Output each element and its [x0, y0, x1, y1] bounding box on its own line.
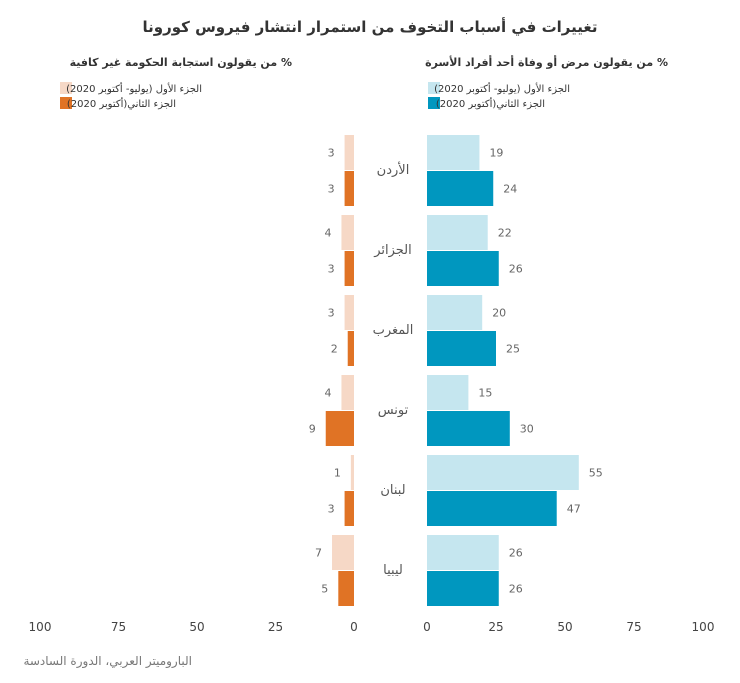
right-bar	[427, 455, 579, 490]
left-bar-value-label: 4	[324, 387, 331, 400]
right-panel-subtitle: % من يقولون مرض أو وفاة أحد أفراد الأسرة	[425, 55, 668, 69]
right-bar	[427, 251, 499, 286]
category-label: تونس	[378, 403, 409, 418]
left-bar	[338, 571, 354, 606]
left-bar-value-label: 3	[328, 183, 335, 196]
right-bar	[427, 571, 499, 606]
left-bar	[344, 251, 354, 286]
left-legend-swatch-part1	[60, 82, 72, 94]
left-bar-value-label: 1	[334, 467, 341, 480]
left-bar	[347, 331, 354, 366]
right-legend-label-part1: الجزء الأول (يوليو- أكتوبر 2020)	[434, 82, 570, 95]
left-panel-subtitle: % من يقولون استجابة الحكومة غير كافية	[70, 56, 292, 69]
chart-title: تغييرات في أسباب التخوف من استمرار انتشا…	[143, 17, 598, 36]
right-bar-value-label: 47	[567, 503, 581, 516]
left-bar-value-label: 3	[328, 307, 335, 320]
left-bar-value-label: 4	[324, 227, 331, 240]
left-bar	[341, 215, 354, 250]
right-bar	[427, 491, 557, 526]
left-bar	[332, 535, 354, 570]
right-bar-value-label: 26	[509, 263, 523, 276]
right-bar	[427, 375, 469, 410]
left-legend: الجزء الأول (يوليو- أكتوبر 2020) الجزء ا…	[60, 82, 202, 110]
left-bar	[344, 171, 354, 206]
right-bar-value-label: 26	[509, 547, 523, 560]
right-legend-swatch-part2	[428, 97, 440, 109]
left-bar-value-label: 2	[331, 343, 338, 356]
left-bar-value-label: 3	[328, 147, 335, 160]
right-bar-value-label: 15	[478, 387, 492, 400]
right-legend-swatch-part1	[428, 82, 440, 94]
right-bar-value-label: 20	[492, 307, 506, 320]
left-bar	[350, 455, 354, 490]
right-bar-value-label: 55	[589, 467, 603, 480]
right-bar-value-label: 24	[503, 183, 517, 196]
right-bar	[427, 135, 480, 170]
right-legend: الجزء الأول (يوليو- أكتوبر 2020) الجزء ا…	[428, 82, 570, 110]
left-bar-value-label: 5	[321, 583, 328, 596]
right-axis-tick-label: 0	[423, 620, 431, 634]
right-bar	[427, 535, 499, 570]
right-bar	[427, 295, 483, 330]
right-axis-tick-label: 100	[692, 620, 715, 634]
axis-ticks: 0 25 50 75 100 100 75 50 25 0	[29, 620, 715, 634]
source-note: الباروميتر العربي، الدورة السادسة	[23, 654, 192, 669]
category-label: ليبيا	[383, 563, 403, 578]
left-axis-tick-label: 75	[111, 620, 126, 634]
category-label: الأردن	[377, 161, 410, 178]
left-bar-value-label: 7	[315, 547, 322, 560]
right-axis-tick-label: 25	[488, 620, 503, 634]
category-label: الجزائر	[373, 243, 412, 258]
left-bar	[325, 411, 354, 446]
left-legend-swatch-part2	[60, 97, 72, 109]
right-bar-value-label: 26	[509, 583, 523, 596]
left-bar	[344, 295, 354, 330]
left-axis-tick-label: 25	[268, 620, 283, 634]
right-bar-value-label: 22	[498, 227, 512, 240]
category-label: لبنان	[380, 483, 405, 498]
left-bar-value-label: 3	[328, 503, 335, 516]
left-axis-tick-label: 0	[350, 620, 358, 634]
right-axis-tick-label: 50	[557, 620, 572, 634]
right-bar-value-label: 19	[489, 147, 503, 160]
left-axis-tick-label: 100	[29, 620, 52, 634]
left-bar	[344, 135, 354, 170]
category-label: المغرب	[373, 323, 414, 338]
left-bar	[344, 491, 354, 526]
right-bar	[427, 411, 510, 446]
right-bar	[427, 215, 488, 250]
right-bar-value-label: 30	[520, 423, 534, 436]
right-bar	[427, 331, 496, 366]
left-legend-label-part2: الجزء الثاني(أكتوبر 2020)	[67, 97, 176, 110]
left-bar	[341, 375, 354, 410]
bars-group: الأردن192433الجزائر222643المغرب202532تون…	[309, 135, 603, 606]
left-axis-tick-label: 50	[189, 620, 204, 634]
right-legend-label-part2: الجزء الثاني(أكتوبر 2020)	[436, 97, 545, 110]
left-bar-value-label: 9	[309, 423, 316, 436]
right-bar	[427, 171, 494, 206]
left-bar-value-label: 3	[328, 263, 335, 276]
right-bar-value-label: 25	[506, 343, 520, 356]
left-legend-label-part1: الجزء الأول (يوليو- أكتوبر 2020)	[66, 82, 202, 95]
right-axis-tick-label: 75	[626, 620, 641, 634]
